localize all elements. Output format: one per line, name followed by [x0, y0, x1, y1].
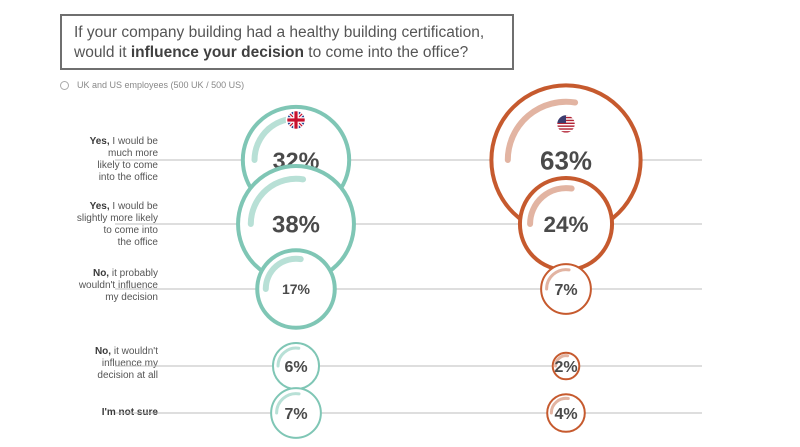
title-line-1: If your company building had a healthy b… [74, 24, 485, 41]
uk-bubble-4 [270, 387, 322, 439]
bubble-arc [276, 346, 301, 368]
row-label-line: into the office [98, 172, 158, 183]
uk-value-2: 17% [282, 281, 311, 297]
us-value-3: 2% [554, 359, 577, 376]
bubble-arc [504, 98, 579, 163]
uk-value-3: 6% [284, 359, 307, 376]
us-value-0: 63% [540, 147, 592, 175]
legend-circle-icon [60, 80, 69, 90]
uk-value-4: 7% [284, 406, 307, 423]
bubble-arc [275, 392, 301, 415]
row-label-1: Yes, I would be slightly more likely to co… [58, 201, 158, 249]
title-line-2: would it influence your decision to come… [74, 43, 500, 63]
row-label-line: decision at all [97, 370, 158, 381]
us-value-2: 7% [554, 282, 577, 299]
us-bubble-1 [517, 175, 615, 273]
legend-label: UK and US employees (500 UK / 500 US) [77, 80, 245, 90]
us-flag-icon [555, 113, 577, 135]
us-bubble-4 [546, 393, 586, 433]
legend: UK and US employees (500 UK / 500 US) [60, 80, 244, 90]
uk-flag-icon [285, 109, 307, 131]
row-label-0: Yes, I would be much more likely to come in… [58, 136, 158, 184]
row-label-line: wouldn't influence [78, 280, 158, 291]
bubble-arc [247, 175, 307, 227]
bubble-arc [549, 396, 570, 415]
us-bubble-2 [540, 263, 592, 315]
bubble-arc [554, 354, 570, 368]
row-label-line: to come into [103, 225, 158, 236]
row-label-line: my decision [105, 292, 158, 303]
title-box: If your company building had a healthy b… [60, 14, 514, 70]
title-line-2-pre: would it [74, 44, 131, 61]
bubble-arc [545, 268, 571, 291]
row-label-line: Yes, I would be [89, 136, 158, 147]
bubble-arc [527, 185, 575, 227]
bubble-ring [270, 387, 322, 439]
row-label-line: Yes, I would be [89, 201, 158, 212]
us-value-1: 24% [543, 212, 588, 237]
row-label-line: slightly more likely [76, 213, 158, 224]
row-label-line: No, it probably [92, 268, 158, 279]
row-label-2: No, it probably wouldn't influence my deci… [58, 268, 158, 304]
row-label-line: likely to come [97, 160, 158, 171]
row-label-3: No, it wouldn't influence my decision at a… [58, 346, 158, 382]
us-bubble-3 [551, 351, 581, 381]
row-label-line: influence my [101, 358, 158, 369]
uk-value-1: 38% [272, 212, 320, 239]
bubble-arc [262, 255, 304, 292]
title-line-2-post: to come into the office? [304, 44, 469, 61]
row-label-line: No, it wouldn't [94, 346, 158, 357]
uk-bubble-2 [255, 248, 337, 330]
row-label-line: much more [107, 148, 158, 159]
us-value-4: 4% [554, 406, 577, 423]
row-label-line: the office [117, 237, 158, 248]
title-line-2-bold: influence your decision [130, 44, 304, 61]
bubble-ring [540, 263, 592, 315]
